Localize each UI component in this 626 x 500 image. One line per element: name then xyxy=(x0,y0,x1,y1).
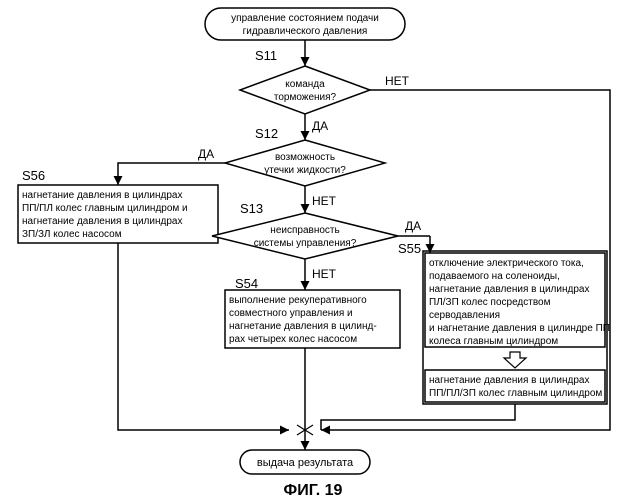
d11-yes: ДА xyxy=(312,119,328,133)
s12-label: S12 xyxy=(255,126,278,141)
s11-label: S11 xyxy=(255,48,277,63)
box-s56: нагнетание давления в цилиндрах ПП/ПЛ ко… xyxy=(18,185,218,243)
s55-l4: ПЛ/ЗП колес посредством xyxy=(429,297,551,308)
decision-d13: неисправность системы управления? xyxy=(212,213,398,259)
d11-l1: команда xyxy=(285,79,325,90)
decision-d11: команда торможения? xyxy=(240,66,370,114)
box-s55-top: отключение электрического тока, подаваем… xyxy=(425,253,610,347)
start-node: управление состоянием подачи гидравличес… xyxy=(205,8,405,40)
s55b-l1: нагнетание давления в цилиндрах xyxy=(429,375,589,386)
s56-l3: нагнетание давления в цилиндрах xyxy=(22,216,182,227)
s55-label: S55 xyxy=(398,241,421,256)
s56-l1: нагнетание давления в цилиндрах xyxy=(22,190,182,201)
s55-l6: и нагнетание давления в цилиндре ПП xyxy=(429,323,610,334)
s55-l7: колеса главным цилиндром xyxy=(429,336,558,347)
d13-l1: неисправность xyxy=(270,225,339,236)
s54-l4: рах четырех колес насосом xyxy=(229,334,357,345)
s54-l3: нагнетание давления в цилинд- xyxy=(229,321,377,332)
d13-l2: системы управления? xyxy=(254,238,357,249)
s56-l2: ПП/ПЛ колес главным цилиндром и xyxy=(22,203,188,214)
d11-no: НЕТ xyxy=(385,74,410,88)
d13-yes: ДА xyxy=(405,219,421,233)
d12-yes: ДА xyxy=(198,147,214,161)
s54-l2: совместного управления и xyxy=(229,308,353,319)
figure-label: ФИГ. 19 xyxy=(284,482,343,499)
s54-l1: выполнение рекуперативного xyxy=(229,295,367,306)
s56-l4: ЗП/ЗЛ колес насосом xyxy=(22,229,122,240)
down-arrow-icon xyxy=(504,352,526,368)
end-node: выдача результата xyxy=(240,450,370,474)
s55-l3: нагнетание давления в цилиндрах xyxy=(429,284,589,295)
start-line2: гидравлического давления xyxy=(243,26,368,37)
d12-l2: утечки жидкости? xyxy=(264,165,346,176)
d12-no: НЕТ xyxy=(312,194,337,208)
s13-label: S13 xyxy=(240,201,263,216)
s55-l2: подаваемого на соленоиды, xyxy=(429,271,560,282)
d13-no: НЕТ xyxy=(312,267,337,281)
s55b-l2: ПП/ПЛ/ЗП колес главным цилиндром xyxy=(429,388,602,399)
box-s55-bottom: нагнетание давления в цилиндрах ПП/ПЛ/ЗП… xyxy=(425,370,605,402)
box-s54: выполнение рекуперативного совместного у… xyxy=(225,290,400,348)
start-line1: управление состоянием подачи xyxy=(231,13,379,24)
d11-l2: торможения? xyxy=(274,92,337,103)
decision-d12: возможность утечки жидкости? xyxy=(225,140,385,186)
s54-label: S54 xyxy=(235,276,258,291)
s55-l5: серводавления xyxy=(429,310,500,321)
end-label: выдача результата xyxy=(257,457,354,469)
s55-l1: отключение электрического тока, xyxy=(429,258,584,269)
s56-label: S56 xyxy=(22,168,45,183)
d12-l1: возможность xyxy=(275,152,335,163)
